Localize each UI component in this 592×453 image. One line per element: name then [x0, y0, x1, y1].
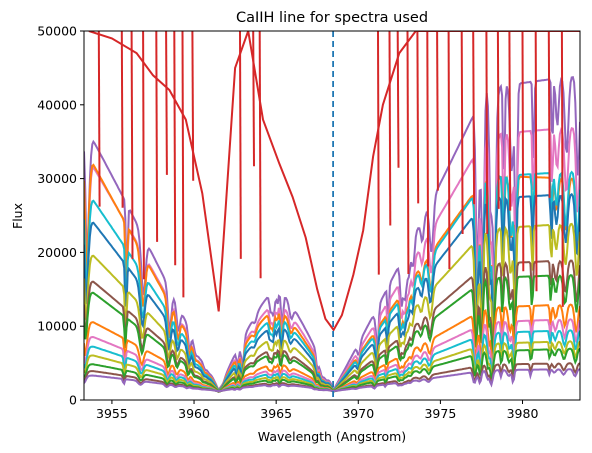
highlight-series-spike [426, 31, 430, 267]
highlight-series-spike [472, 31, 476, 205]
series-layer [84, 31, 580, 400]
highlight-series-spike [508, 31, 512, 211]
spectrum-series-line [84, 368, 580, 393]
x-tick-label: 3955 [96, 406, 128, 421]
highlight-series-spike [173, 31, 177, 266]
highlight-series-spike [165, 31, 168, 175]
y-tick-label: 20000 [37, 245, 77, 260]
y-tick-label: 10000 [37, 319, 77, 334]
x-tick-label: 3980 [507, 406, 539, 421]
highlight-series-spike [142, 31, 145, 280]
highlight-series-spike [239, 31, 242, 259]
x-tick-label: 3960 [178, 406, 210, 421]
highlight-series-line [88, 31, 580, 332]
highlight-series-spike [406, 31, 410, 275]
highlight-series-spike [181, 31, 185, 298]
highlight-series-spike [436, 31, 439, 191]
highlight-series-spike [416, 31, 420, 204]
highlight-series-spike [130, 31, 134, 260]
highlight-series-spike [396, 31, 400, 168]
x-tick-label: 3975 [424, 406, 456, 421]
x-tick-label: 3970 [342, 406, 374, 421]
highlight-series-spike [485, 31, 489, 234]
highlight-series-spike [547, 31, 551, 198]
y-axis-label: Flux [10, 203, 25, 229]
plot-frame [83, 30, 581, 401]
highlight-series-spike [252, 31, 255, 167]
highlight-series-spike [155, 31, 159, 242]
highlight-series-spike [258, 31, 262, 279]
highlight-series-spike [534, 31, 538, 292]
tick-layer: 3955 3960 3965 3970 3975 3980 0 10000 20000 30000… [37, 24, 538, 422]
y-tick-label: 40000 [37, 97, 77, 112]
highlight-series-spike [120, 31, 124, 208]
highlight-series-spike [377, 31, 380, 275]
chart-title: CaIIH line for spectra used [236, 10, 428, 26]
highlight-series-spike [97, 31, 101, 207]
x-axis-label: Wavelength (Angstrom) [258, 429, 406, 444]
y-tick-label: 50000 [37, 24, 77, 39]
highlight-series-spike [460, 31, 464, 235]
highlight-series-spike [560, 31, 564, 307]
x-tick-label: 3965 [260, 406, 292, 421]
highlight-series-spike [191, 31, 195, 181]
y-tick-label: 30000 [37, 171, 77, 186]
y-tick-label: 0 [69, 393, 77, 408]
highlight-series-spike [521, 31, 525, 272]
highlight-series-spike [496, 31, 500, 209]
highlight-series-spike [388, 31, 392, 226]
highlight-series-spike [447, 31, 451, 270]
